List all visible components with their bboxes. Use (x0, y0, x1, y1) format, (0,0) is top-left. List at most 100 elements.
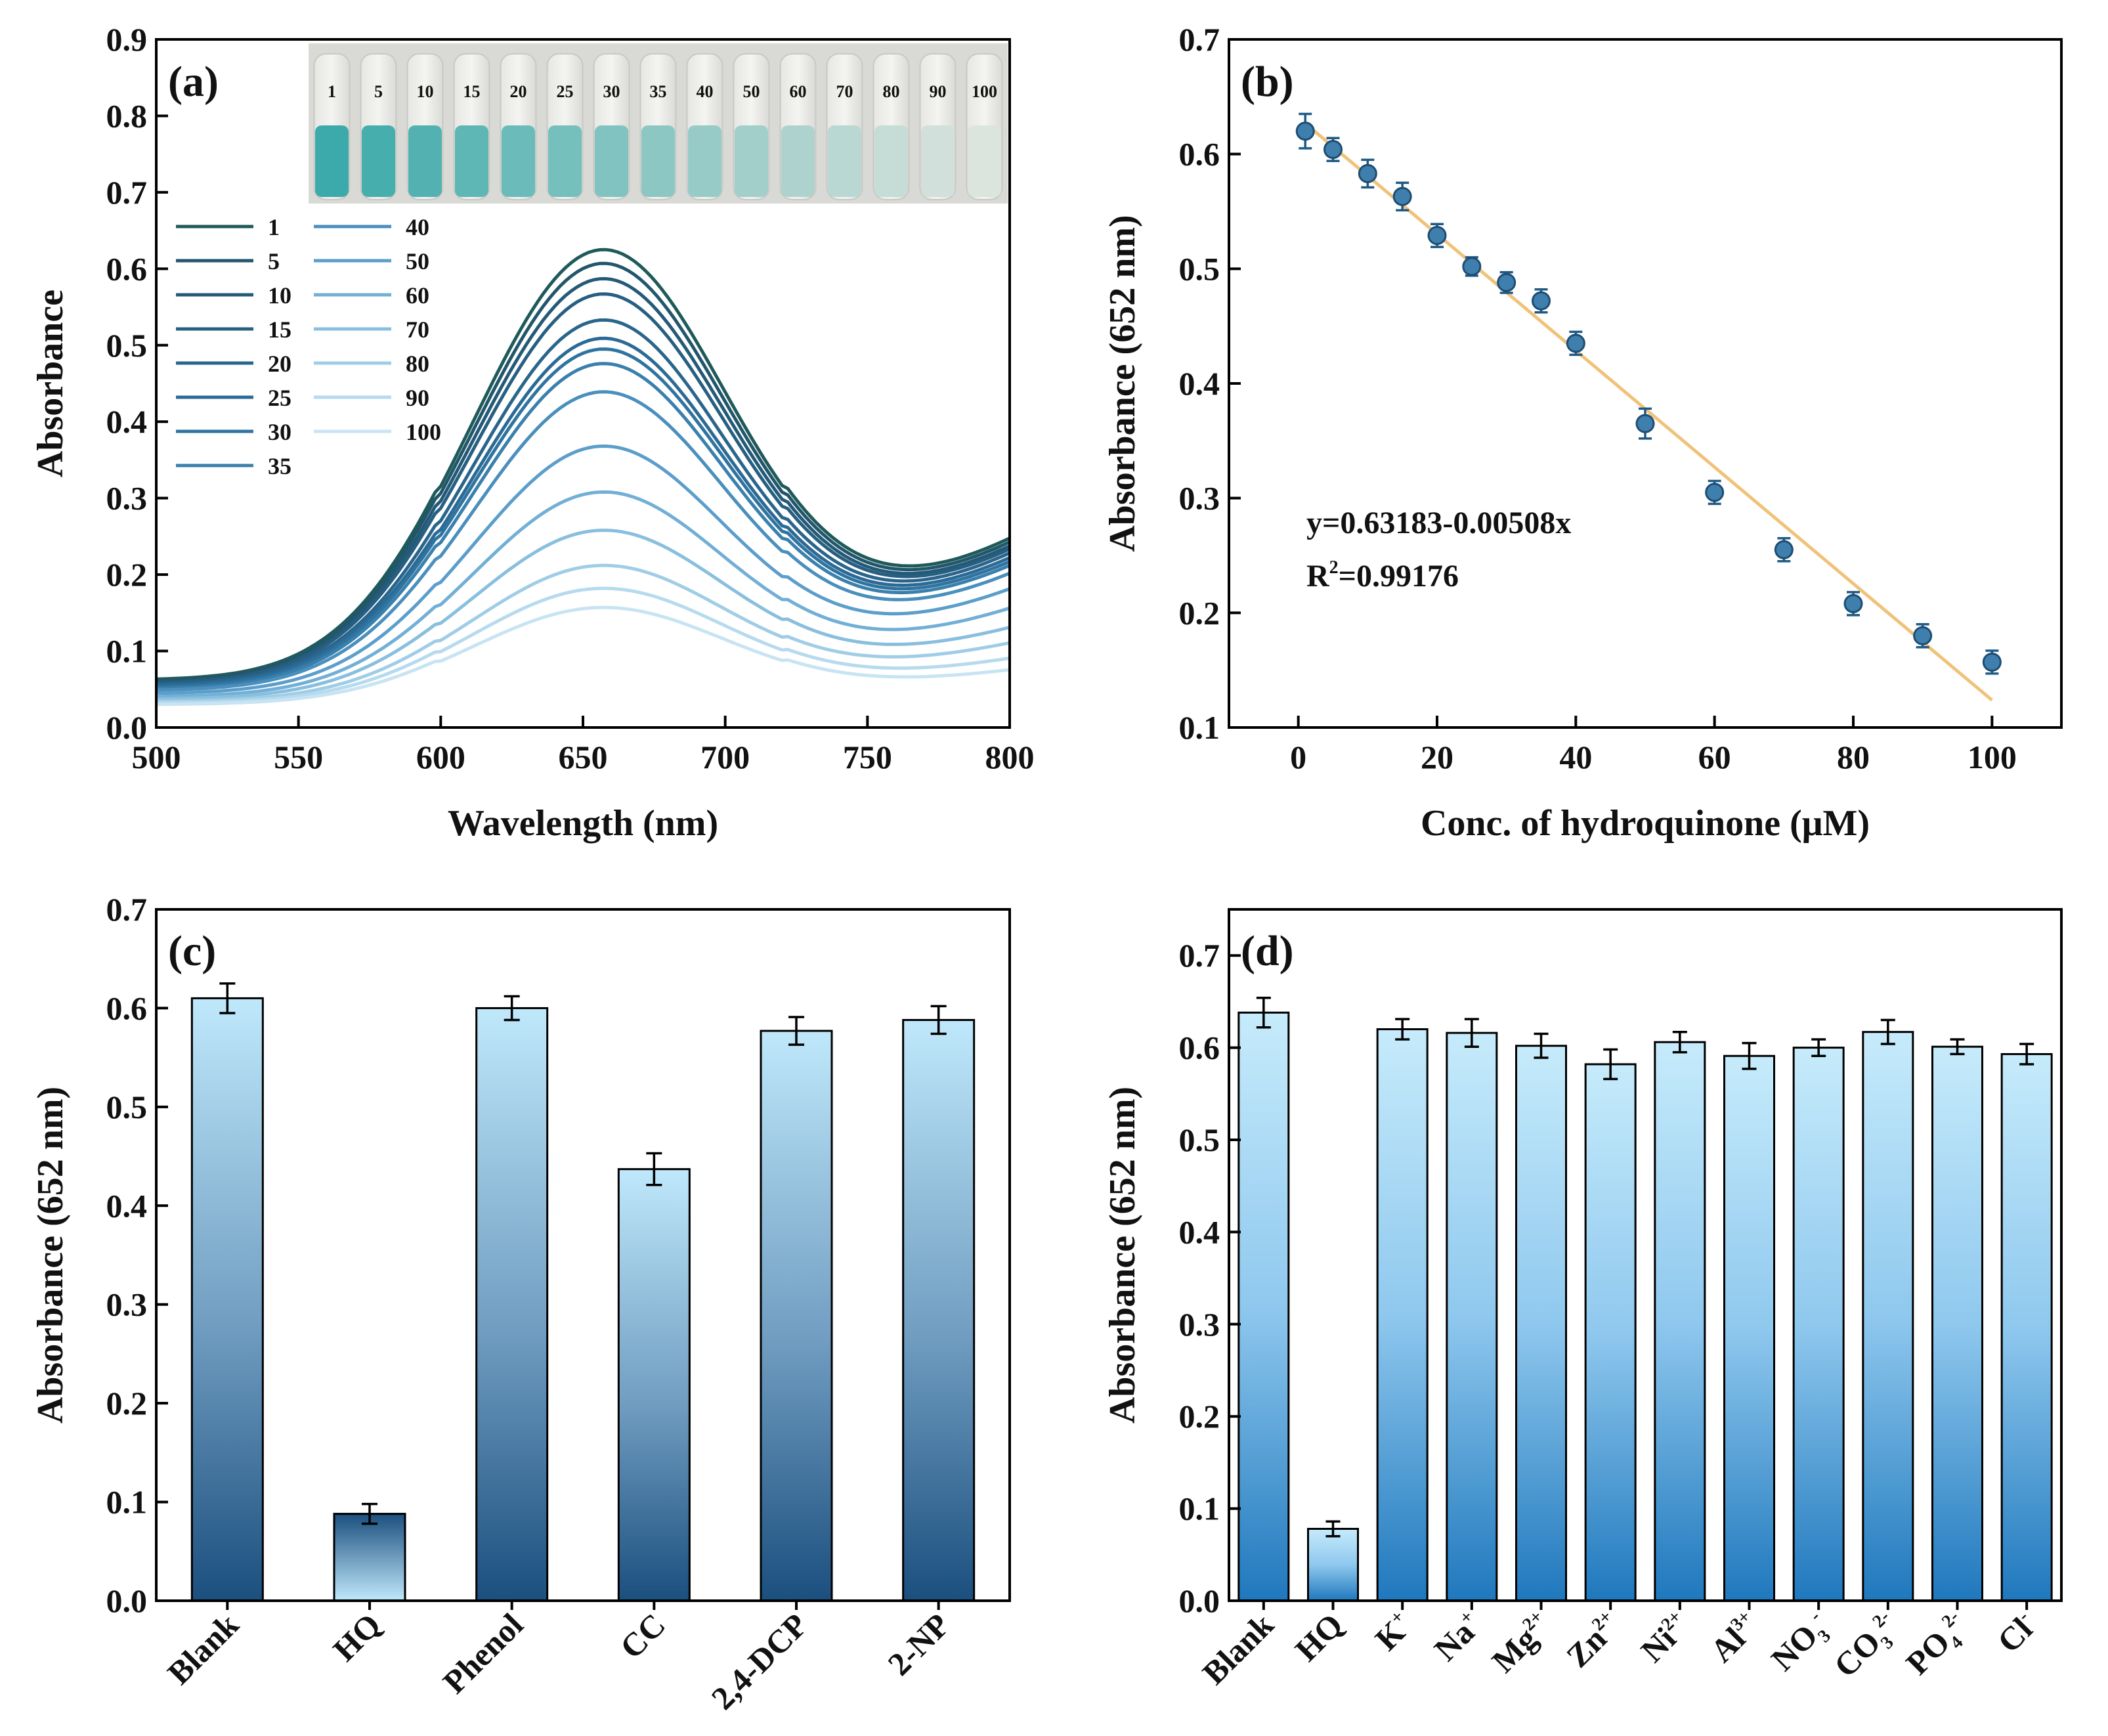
panel-b: 0 20 40 60 80 100 0.1 0.2 0.3 0.4 0.5 0.6 0.7 Conc. o… (1102, 21, 2063, 844)
spectrum-line-80 (156, 563, 1010, 703)
y-tick-label: 0.6 (106, 250, 148, 287)
bar-2-np (902, 1018, 976, 1602)
vial-liquid (548, 125, 582, 197)
spectrum-line-5 (156, 261, 1011, 683)
y-tick-label: 0.7 (1179, 937, 1220, 974)
bar-po (1931, 1045, 1983, 1602)
vial-liquid (501, 125, 536, 197)
vial-liquid (687, 125, 722, 197)
y-tick-label: 0.6 (1179, 1030, 1220, 1066)
tick-base: Cl (1990, 1611, 2039, 1660)
vial-label: 1 (328, 82, 336, 101)
panel-label: (d) (1241, 927, 1294, 975)
legend-label: 40 (406, 214, 429, 240)
tick-base: PO (1899, 1624, 1957, 1682)
legend-label: 60 (406, 282, 429, 309)
y-tick-label: 0.6 (106, 989, 148, 1026)
legend-label: 20 (268, 351, 291, 377)
y-tick-label: 0.4 (106, 1187, 148, 1224)
bar-blank (1237, 1011, 1290, 1602)
tick-superscript: 2- (1868, 1607, 1893, 1632)
bar-al (1723, 1054, 1775, 1602)
data-point (1392, 186, 1412, 206)
x-tick-label: 650 (559, 739, 608, 775)
spectrum-line-60 (156, 490, 1010, 699)
x-tick-label: CO32- (1827, 1606, 1909, 1688)
x-tick-label: Al3+ (1703, 1606, 1766, 1669)
legend-label: 5 (268, 248, 280, 274)
legend-label: 25 (268, 385, 291, 411)
spectrum-line-35 (156, 362, 1010, 691)
x-tick-label: Phenol (436, 1606, 530, 1701)
x-tick-label: CC (613, 1606, 672, 1666)
spectrum-line-30 (156, 347, 1010, 689)
y-tick-label: 0.3 (106, 1286, 148, 1323)
legend-label: 50 (406, 248, 429, 274)
data-point (1635, 414, 1655, 433)
vial-liquid (874, 125, 909, 197)
spectrum-line-90 (156, 586, 1010, 705)
vial-liquid (827, 125, 862, 197)
vial-liquid (967, 125, 1002, 197)
data-point (1532, 291, 1551, 311)
vial-liquid (594, 125, 629, 197)
vial-liquid (641, 125, 676, 197)
x-tick-label: 0 (1290, 739, 1306, 775)
panel-a: 1 5 10 15 20 25 30 35 40 50 60 70 80 90 10015101520253… (30, 21, 1035, 844)
y-tick-label: 0.4 (106, 403, 148, 440)
spectrum-line-50 (156, 444, 1010, 695)
bar-ni (1654, 1041, 1706, 1602)
vial-liquid (408, 125, 442, 197)
legend-label: 70 (406, 316, 429, 343)
data-point (1497, 272, 1516, 292)
spectrum-line-15 (156, 292, 1011, 685)
y-tick-label: 0.1 (106, 1484, 148, 1521)
vial-label: 10 (417, 82, 434, 101)
panel-label: (c) (168, 927, 216, 975)
vial-label: 5 (374, 82, 383, 101)
spectrum-line-100 (156, 605, 1010, 706)
x-tick-label: PO42- (1899, 1606, 1978, 1685)
y-tick-label: 0.1 (106, 633, 148, 670)
x-tick-label: HQ (326, 1606, 388, 1668)
y-axis-title: Absorbance (30, 290, 71, 477)
x-tick-label: 2-NP (880, 1606, 957, 1682)
legend-label: 80 (406, 351, 429, 377)
y-tick-label: 0.4 (1179, 1213, 1220, 1250)
data-point (1843, 594, 1863, 613)
vial-label: 25 (557, 82, 574, 101)
vial-label: 35 (650, 82, 667, 101)
y-tick-label: 0.8 (106, 97, 148, 134)
vial-label: 50 (743, 82, 760, 101)
y-tick-label: 0.2 (106, 1385, 148, 1421)
bar-hq (333, 1513, 406, 1602)
y-tick-label: 0.1 (1179, 709, 1220, 746)
bar-hq (1307, 1527, 1359, 1602)
x-tick-label: 40 (1559, 739, 1592, 775)
x-tick-label: 100 (1968, 739, 2017, 775)
x-tick-label: 600 (416, 739, 465, 775)
x-axis-title: Conc. of hydroquinone (μM) (1421, 803, 1870, 844)
y-tick-label: 0.3 (1179, 1306, 1220, 1343)
legend-label: 100 (406, 419, 441, 445)
y-axis-title: Absorbance (652 nm) (1102, 1087, 1143, 1423)
x-tick-label: Blank (160, 1606, 246, 1691)
data-point (1566, 334, 1585, 353)
y-tick-label: 0.1 (1179, 1490, 1220, 1527)
y-tick-label: 0.5 (106, 1089, 148, 1125)
data-point (1774, 540, 1794, 559)
data-point (1705, 483, 1725, 502)
bar-cc (617, 1168, 691, 1602)
bar-blank (190, 997, 264, 1602)
y-tick-label: 0.2 (1179, 594, 1220, 631)
y-tick-label: 0.3 (106, 480, 148, 517)
tick-superscript: - (1805, 1607, 1824, 1626)
tick-base: CO (1827, 1624, 1888, 1685)
vial-liquid (314, 125, 349, 197)
x-tick-label: 500 (132, 739, 181, 775)
vial-liquid (781, 125, 815, 197)
bar-co (1862, 1031, 1914, 1602)
x-tick-label: 800 (985, 739, 1035, 775)
vial-label: 60 (790, 82, 807, 101)
